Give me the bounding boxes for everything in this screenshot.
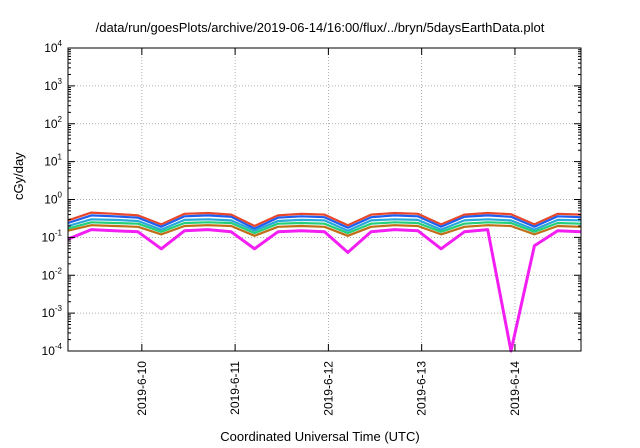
- axis-ticks: [68, 47, 581, 352]
- chart-title: /data/run/goesPlots/archive/2019-06-14/1…: [95, 20, 545, 35]
- grid-lines: [68, 48, 581, 351]
- x-tick-label: 2019-6-13: [415, 361, 429, 416]
- series-line-2: [67, 214, 582, 230]
- y-tick-label: 10-3: [42, 304, 63, 320]
- series-line-6: [67, 228, 582, 353]
- series-line-3: [67, 218, 582, 232]
- y-tick-label: 10-1: [42, 228, 63, 244]
- y-tick-label: 101: [44, 153, 62, 169]
- y-tick-labels: 10-4 10-3 10-2 10-1 100 101 102 103 104: [42, 39, 63, 358]
- series-lines: [67, 211, 582, 353]
- y-tick-label: 103: [44, 77, 62, 93]
- series-line-1: [67, 211, 582, 228]
- y-tick-label: 100: [44, 191, 62, 207]
- series-line-4: [67, 221, 582, 235]
- x-tick-label: 2019-6-10: [135, 361, 149, 416]
- x-tick-labels: 2019-6-10 2019-6-11 2019-6-12 2019-6-13 2019…: [135, 361, 522, 416]
- y-tick-label: 102: [44, 115, 62, 131]
- y-tick-label: 104: [44, 39, 62, 55]
- plot-frame: [67, 47, 582, 352]
- x-tick-label: 2019-6-11: [228, 361, 242, 415]
- y-tick-label: 10-4: [42, 342, 63, 358]
- x-axis-label: Coordinated Universal Time (UTC): [220, 429, 420, 444]
- x-tick-label: 2019-6-12: [321, 361, 335, 416]
- series-line-5: [67, 224, 582, 237]
- x-tick-label: 2019-6-14: [508, 361, 522, 416]
- y-tick-label: 10-2: [42, 266, 63, 282]
